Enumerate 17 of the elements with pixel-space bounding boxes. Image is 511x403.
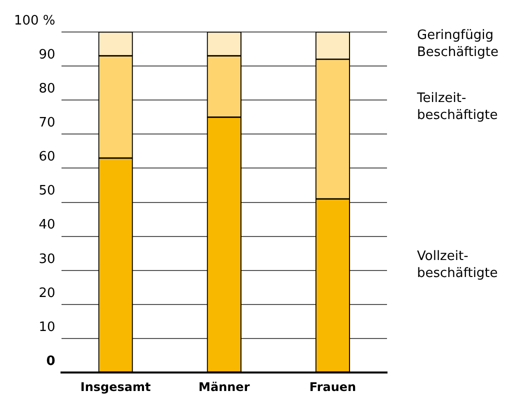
y-tick-label: 70 xyxy=(38,116,56,131)
text: Geringfügig Beschäftigte xyxy=(417,28,498,60)
text: Teilzeit- beschäftigte xyxy=(416,90,498,123)
y-tick-label: 60 xyxy=(38,150,56,165)
y-tick-label: 10 xyxy=(38,320,56,335)
y-tick-label: 30 xyxy=(38,252,56,267)
y-tick-label: 80 xyxy=(38,81,56,96)
y-tick-label: 40 xyxy=(38,218,56,233)
y-tick-label: 0 xyxy=(46,354,56,369)
y-tick-label: 90 xyxy=(38,47,56,62)
y-tick-label: 50 xyxy=(38,184,56,199)
x-tick-label: Frauen xyxy=(309,380,356,394)
y-tick-label: 100 % xyxy=(14,13,56,28)
y-tick-label: 20 xyxy=(38,286,56,301)
x-tick-label: Männer xyxy=(198,380,250,394)
x-tick-label: Insgesamt xyxy=(80,380,152,394)
text: Vollzeit- beschäftigte xyxy=(417,249,498,282)
